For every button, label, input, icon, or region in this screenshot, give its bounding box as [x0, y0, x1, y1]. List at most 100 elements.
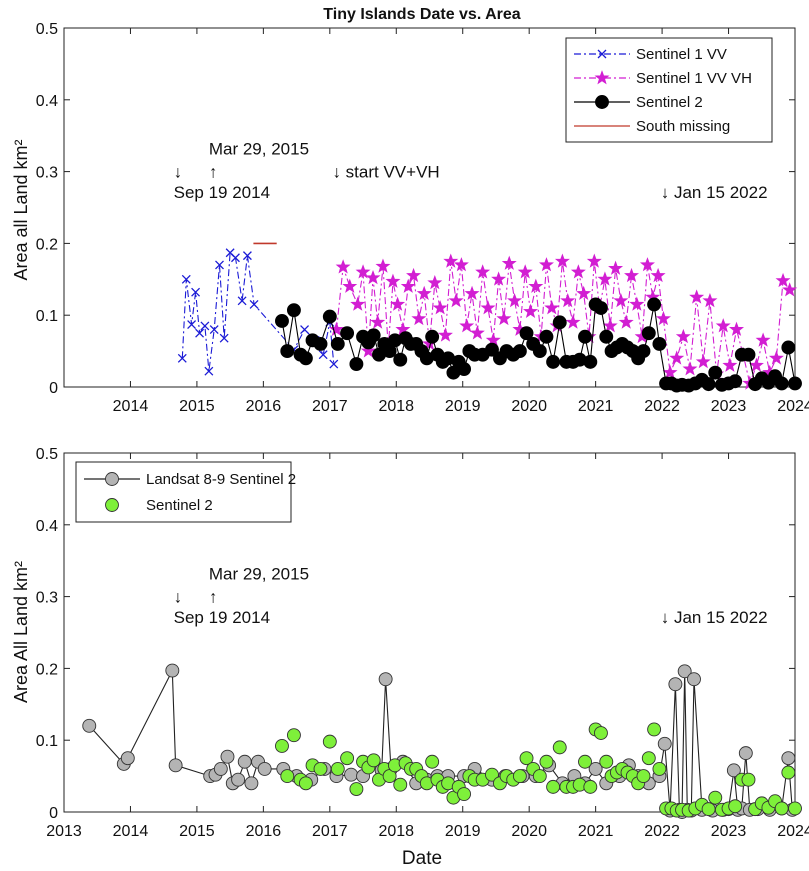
data-point [366, 328, 381, 343]
data-point [523, 303, 538, 318]
data-point [496, 310, 512, 326]
series [275, 297, 802, 393]
data-point [322, 734, 337, 749]
data-point [457, 362, 472, 376]
data-point [507, 292, 523, 308]
data-point [532, 344, 547, 359]
bottom-chart: 0 0.1 0.2 0.3 0.4 0.5 2013 2014 2015 2016 2017 2018… [11, 446, 809, 869]
data-point [378, 672, 393, 687]
data-point [360, 343, 376, 358]
data-point [594, 70, 610, 85]
data-point [669, 350, 685, 365]
data-point [427, 275, 443, 290]
data-point [578, 754, 592, 769]
data-point [578, 329, 592, 344]
y-axis-label: Area All Land km² [11, 561, 31, 703]
x-tick-label: 2021 [578, 398, 614, 415]
legend-label: Sentinel 2 [636, 94, 703, 111]
annotation: ↓ Jan 15 2022 [661, 183, 768, 202]
data-point [608, 260, 624, 275]
annotation: ↓ Jan 15 2022 [661, 608, 768, 627]
data-point [597, 271, 613, 286]
data-point [701, 377, 716, 392]
data-point [313, 336, 328, 351]
data-point [501, 255, 517, 270]
data-point [701, 802, 716, 817]
data-point [187, 320, 197, 329]
x-tick-label: 2017 [312, 398, 348, 415]
data-point [597, 49, 607, 59]
data-point [349, 782, 364, 796]
data-point [342, 278, 358, 293]
legend-label: Sentinel 2 [146, 497, 213, 514]
data-point [599, 329, 614, 344]
data-point [286, 728, 301, 743]
data-point [583, 354, 598, 369]
data-point [636, 344, 651, 359]
data-point [168, 758, 183, 773]
x-tick-label: 2020 [511, 398, 547, 415]
data-point [677, 664, 692, 679]
data-point [459, 318, 475, 333]
data-point [519, 326, 534, 341]
annotation: Mar 29, 2015 [209, 139, 309, 158]
data-point [755, 332, 771, 347]
annotation: Mar 29, 2015 [209, 564, 309, 583]
data-point [213, 761, 228, 776]
data-point [639, 257, 655, 272]
data-point [726, 763, 741, 778]
data-point [583, 779, 598, 794]
data-point [200, 321, 210, 331]
data-point [552, 740, 567, 755]
data-point [544, 300, 560, 315]
data-point [708, 790, 723, 805]
data-point [738, 746, 753, 761]
annotation: ↓ [174, 162, 183, 181]
data-point [594, 726, 608, 740]
data-point [165, 663, 180, 678]
data-point [781, 765, 796, 780]
data-point [485, 767, 499, 782]
data-point [668, 677, 683, 692]
data-point [425, 754, 440, 769]
data-point [286, 303, 301, 318]
data-point [539, 329, 554, 344]
data-point [237, 754, 252, 769]
annotation: Sep 19 2014 [174, 183, 270, 202]
data-point [330, 336, 345, 351]
data-point [249, 299, 259, 309]
data-point [195, 328, 205, 338]
x-tick-label: 2015 [179, 823, 215, 840]
y-tick-label: 0.3 [36, 165, 58, 182]
data-point [416, 285, 432, 301]
data-point [432, 300, 448, 315]
y-tick-label: 0.5 [36, 446, 58, 463]
data-point [453, 257, 469, 272]
data-point [565, 314, 581, 329]
data-point [385, 273, 401, 288]
data-point [425, 329, 440, 344]
x-tick-label: 2022 [644, 823, 680, 840]
data-point [469, 325, 485, 340]
data-point [576, 285, 592, 301]
x-tick-label: 2022 [644, 398, 680, 415]
x-tick-label: 2016 [246, 823, 282, 840]
y-tick-label: 0.4 [36, 518, 58, 535]
data-point [682, 361, 698, 376]
data-point [322, 309, 337, 324]
data-point [375, 258, 391, 273]
x-tick-label: 2024 [777, 398, 809, 415]
data-point [657, 736, 672, 751]
x-axis-label: Date [402, 848, 442, 869]
data-point [242, 251, 252, 261]
data-point [594, 301, 608, 315]
data-point [702, 292, 718, 308]
x-tick-label: 2019 [445, 823, 481, 840]
x-tick-label: 2013 [46, 823, 82, 840]
data-point [448, 292, 464, 308]
data-point [330, 761, 345, 776]
y-tick-label: 0.5 [36, 21, 58, 38]
data-point [244, 776, 259, 791]
y-tick-label: 0.1 [36, 308, 58, 325]
